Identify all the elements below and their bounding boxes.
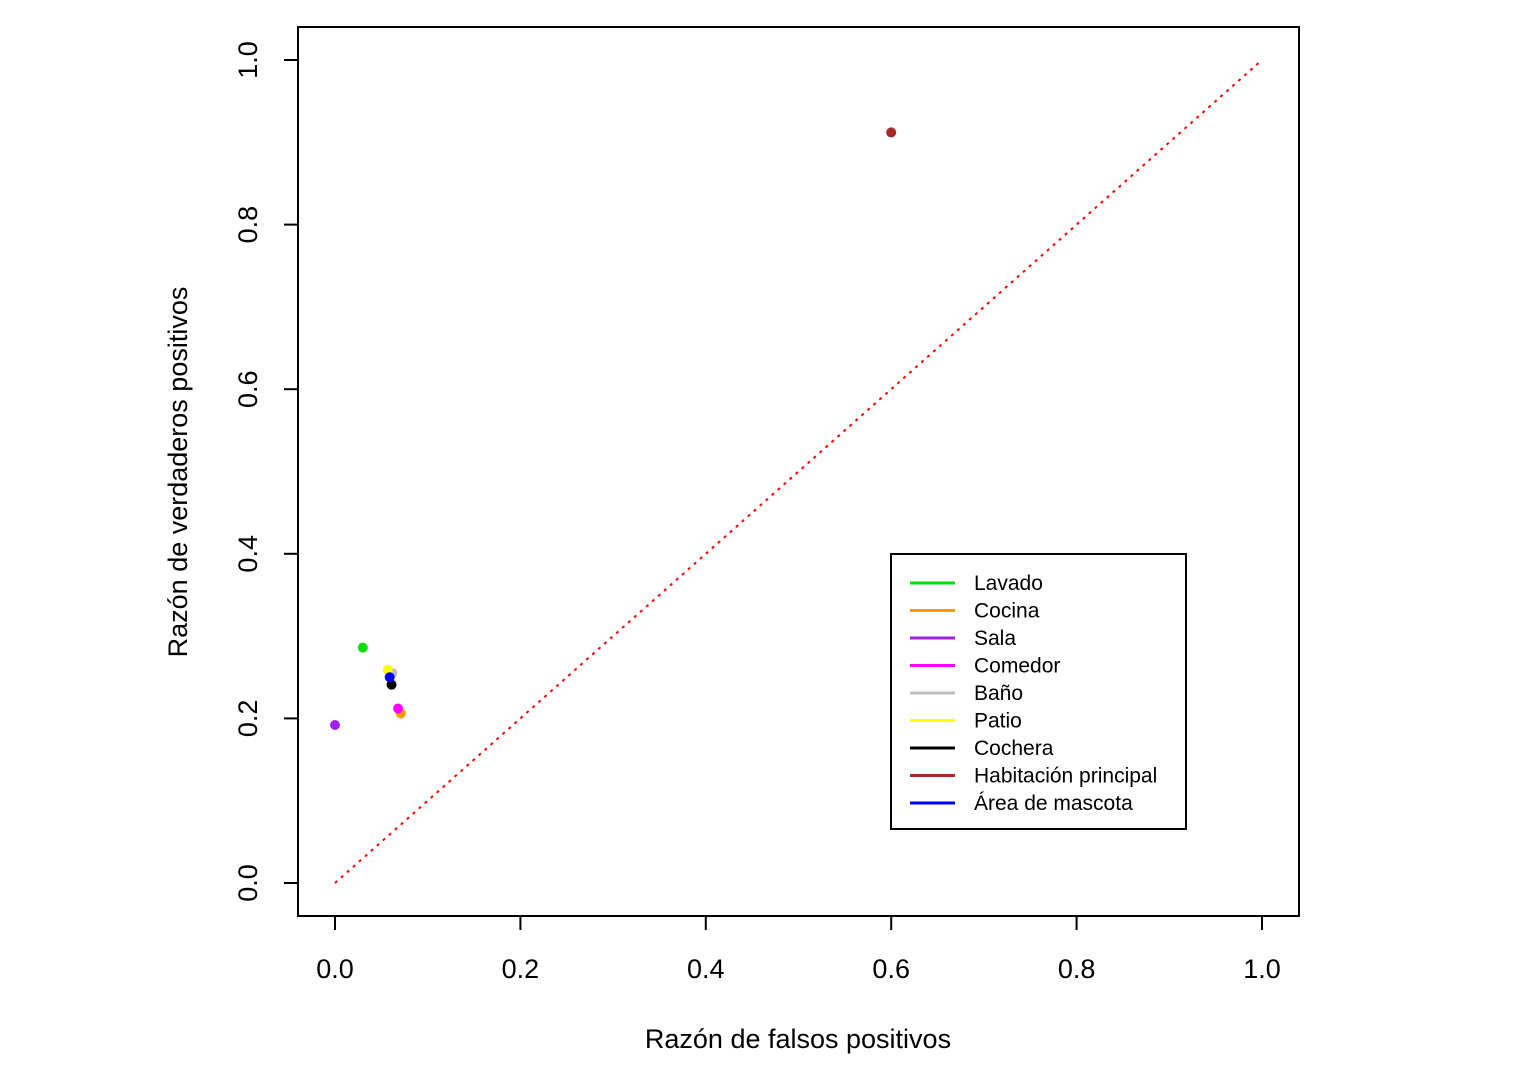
x-axis: 0.0 0.2 0.4 0.6 0.8 1.0 [316, 915, 1281, 984]
data-point-0 [357, 642, 368, 653]
y-tick-label: 0.0 [233, 864, 263, 902]
legend-label: Baño [974, 682, 1023, 705]
legend-label: Cochera [974, 737, 1054, 760]
legend-label: Área de mascota [974, 792, 1133, 815]
legend-label: Cocina [974, 600, 1040, 623]
reference-diagonal-line [334, 59, 1263, 884]
legend-label: Habitación principal [974, 765, 1157, 788]
x-tick-label: 0.4 [687, 954, 725, 984]
legend: Lavado Cocina Sala Comedor Baño Patio Cochera H… [890, 553, 1187, 830]
data-point-7 [886, 127, 897, 138]
x-tick-label: 1.0 [1243, 954, 1281, 984]
x-tick-label: 0.2 [502, 954, 540, 984]
legend-label: Comedor [974, 655, 1060, 678]
x-axis-title: Razón de falsos positivos [645, 1024, 951, 1054]
legend-label: Sala [974, 627, 1016, 650]
y-tick-label: 0.8 [233, 206, 263, 244]
y-axis-title: Razón de verdaderos positivos [163, 287, 193, 658]
x-tick-label: 0.8 [1058, 954, 1096, 984]
y-tick-label: 0.4 [233, 535, 263, 573]
data-point-8 [384, 672, 395, 683]
y-tick-label: 1.0 [233, 41, 263, 79]
y-axis: 0.0 0.2 0.4 0.6 0.8 1.0 [233, 41, 299, 902]
x-tick-label: 0.6 [872, 954, 910, 984]
x-tick-label: 0.0 [316, 954, 354, 984]
reference-diagonal-group [334, 59, 1263, 884]
legend-label: Patio [974, 710, 1022, 733]
data-point-3 [393, 703, 404, 714]
legend-label: Lavado [974, 572, 1043, 595]
data-point-2 [330, 719, 340, 730]
y-tick-label: 0.6 [233, 370, 263, 408]
y-tick-label: 0.2 [233, 700, 263, 738]
data-points [330, 127, 897, 730]
